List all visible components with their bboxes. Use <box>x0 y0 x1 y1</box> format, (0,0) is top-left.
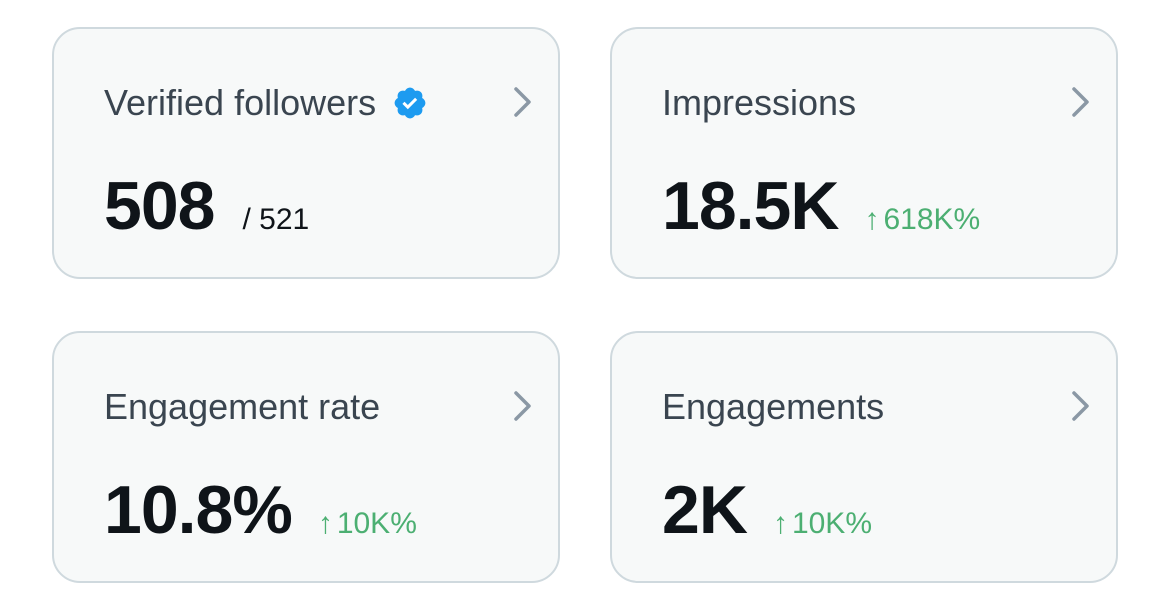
delta-value: 10K% <box>336 507 417 540</box>
delta-badge: ↑ 10K% <box>318 507 417 541</box>
chevron-right-icon <box>1072 87 1089 117</box>
card-title: Engagements <box>662 385 884 429</box>
card-title-label: Impressions <box>662 82 857 123</box>
chevron-right-icon <box>514 391 531 421</box>
delta-value: 618K% <box>883 203 981 236</box>
metric-total: / 521 <box>242 203 310 236</box>
delta-badge: ↑ 618K% <box>864 203 980 237</box>
chevron-right-icon <box>514 87 531 117</box>
metric-card-engagements[interactable]: Engagements 2K ↑ 10K% <box>610 331 1118 583</box>
card-title: Verified followers <box>104 81 428 125</box>
chevron-right-icon <box>1072 391 1089 421</box>
arrow-up-icon: ↑ <box>317 507 333 540</box>
value-row: 508 / 521 <box>104 167 310 244</box>
value-row: 18.5K ↑ 618K% <box>662 167 980 244</box>
metric-value: 2K <box>662 472 748 548</box>
card-title-label: Engagements <box>662 386 885 427</box>
value-row: 10.8% ↑ 10K% <box>104 471 417 548</box>
metric-card-impressions[interactable]: Impressions 18.5K ↑ 618K% <box>610 27 1118 279</box>
arrow-up-icon: ↑ <box>772 507 788 540</box>
metric-card-engagement-rate[interactable]: Engagement rate 10.8% ↑ 10K% <box>52 331 560 583</box>
verified-badge-icon <box>392 85 428 121</box>
metric-value: 18.5K <box>662 168 839 244</box>
delta-badge: ↑ 10K% <box>773 507 872 541</box>
metric-value: 10.8% <box>104 472 293 548</box>
arrow-up-icon: ↑ <box>864 203 880 236</box>
card-title-label: Engagement rate <box>104 386 381 427</box>
metric-value: 508 <box>104 168 215 244</box>
metric-card-verified-followers[interactable]: Verified followers 508 / 521 <box>52 27 560 279</box>
card-title-label: Verified followers <box>104 82 377 123</box>
card-title: Engagement rate <box>104 385 380 429</box>
card-title: Impressions <box>662 81 856 125</box>
delta-value: 10K% <box>791 507 872 540</box>
value-row: 2K ↑ 10K% <box>662 471 872 548</box>
